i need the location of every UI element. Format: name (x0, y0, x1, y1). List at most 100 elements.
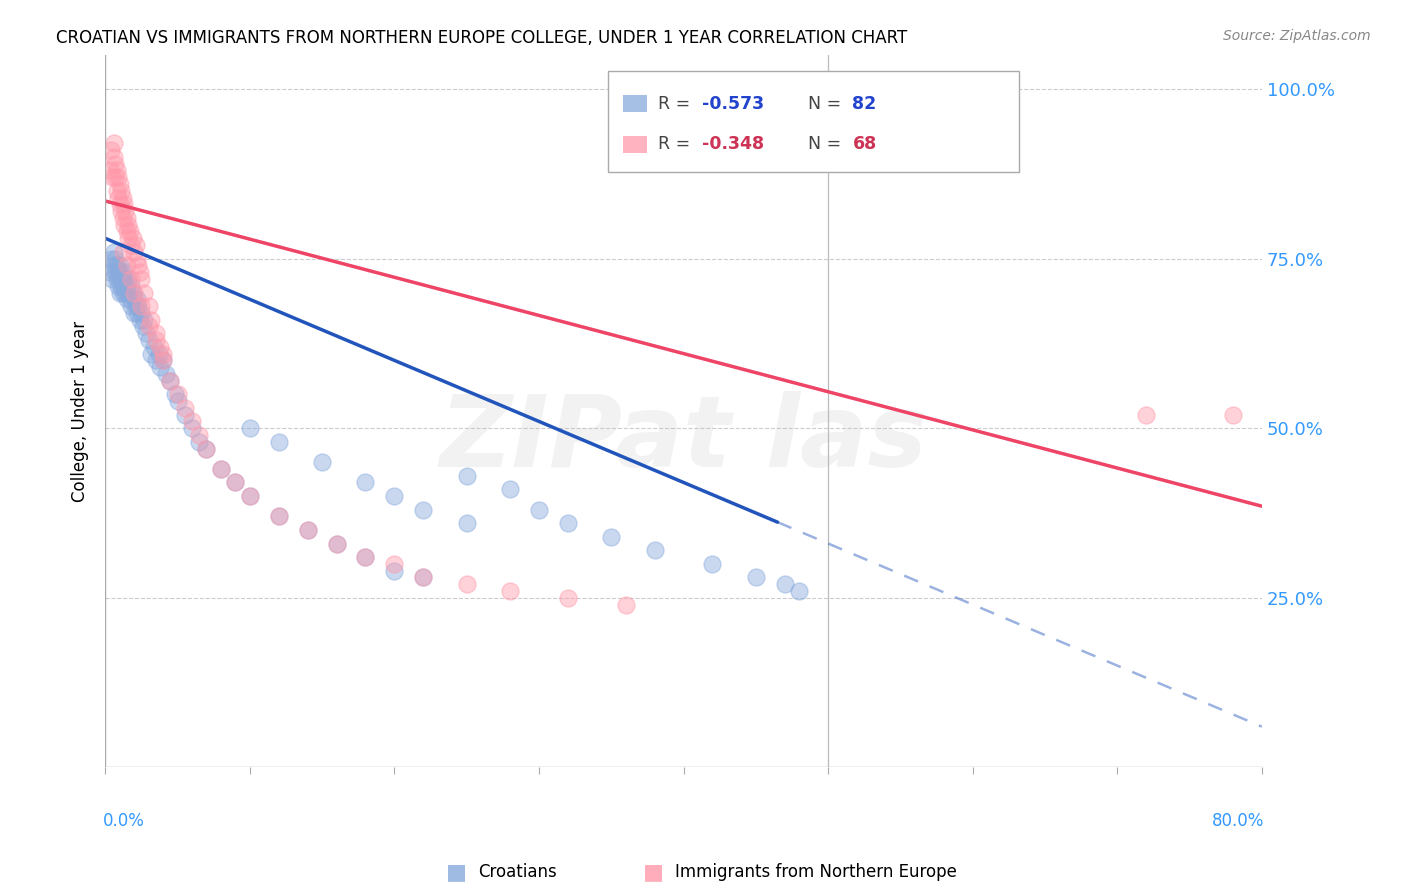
Point (107, 170, 129, 185)
Point (98, 265, 121, 279)
Point (149, 340, 172, 354)
Point (354, 550, 377, 565)
Text: Croatians: Croatians (478, 863, 557, 881)
Point (224, 475, 246, 490)
Point (267, 509, 290, 524)
Point (129, 312, 152, 326)
Point (181, 421, 204, 435)
Text: ■: ■ (644, 863, 664, 882)
Point (152, 346, 174, 360)
Point (124, 238, 146, 252)
Point (120, 238, 142, 252)
Point (384, 557, 406, 571)
Point (456, 468, 478, 483)
Point (105, 163, 128, 178)
Point (132, 319, 155, 334)
Point (181, 414, 204, 428)
Point (105, 272, 128, 286)
Point (103, 244, 125, 259)
Point (107, 278, 129, 293)
Point (103, 136, 125, 151)
Point (787, 584, 810, 599)
Point (152, 353, 174, 368)
Text: ZIPat las: ZIPat las (440, 392, 928, 488)
Point (600, 530, 623, 544)
Point (354, 475, 377, 490)
Point (104, 252, 127, 266)
Text: R =: R = (658, 136, 696, 153)
Point (125, 252, 148, 266)
Point (325, 536, 347, 550)
Point (145, 333, 167, 347)
Text: R =: R = (658, 95, 696, 112)
Point (112, 265, 135, 279)
Point (115, 293, 138, 307)
Point (115, 278, 138, 293)
Point (188, 428, 211, 442)
Point (325, 536, 347, 550)
Point (131, 306, 153, 320)
Point (112, 218, 135, 232)
Point (115, 211, 138, 225)
Point (108, 272, 131, 286)
Point (138, 319, 160, 334)
Point (152, 353, 174, 368)
Bar (623, 136, 647, 153)
Point (124, 299, 146, 313)
Point (131, 272, 153, 286)
Point (557, 591, 579, 605)
Point (105, 184, 128, 198)
Point (134, 312, 156, 326)
Point (173, 408, 195, 422)
Point (108, 197, 131, 211)
Point (745, 570, 768, 584)
Point (141, 346, 163, 360)
Point (166, 394, 188, 409)
Point (267, 434, 290, 449)
Point (129, 265, 152, 279)
Text: Source: ZipAtlas.com: Source: ZipAtlas.com (1223, 29, 1371, 43)
Text: N =: N = (808, 95, 848, 112)
Point (117, 272, 139, 286)
Point (110, 265, 132, 279)
Point (138, 333, 160, 347)
Point (134, 285, 156, 300)
Point (120, 278, 142, 293)
Point (105, 259, 128, 273)
Point (111, 191, 134, 205)
Bar (623, 95, 647, 112)
Text: 80.0%: 80.0% (1212, 812, 1264, 830)
Point (112, 197, 135, 211)
Point (108, 259, 131, 273)
Point (117, 218, 139, 232)
Point (125, 306, 148, 320)
Point (131, 299, 153, 313)
Point (412, 570, 434, 584)
Point (127, 259, 149, 273)
Point (114, 272, 136, 286)
Point (141, 312, 163, 326)
Point (98, 163, 121, 178)
Point (103, 150, 125, 164)
Point (101, 272, 124, 286)
Point (103, 259, 125, 273)
Point (125, 293, 148, 307)
Point (297, 523, 319, 537)
Point (195, 442, 218, 456)
Point (149, 360, 172, 375)
Point (239, 489, 262, 503)
Point (104, 170, 127, 185)
Point (135, 326, 157, 341)
Point (100, 143, 122, 157)
Text: 0.0%: 0.0% (103, 812, 145, 830)
Point (166, 387, 188, 401)
Point (122, 293, 145, 307)
Point (145, 353, 167, 368)
Point (163, 387, 186, 401)
Point (354, 550, 377, 565)
Point (195, 442, 218, 456)
Point (412, 502, 434, 516)
Point (120, 299, 142, 313)
Point (145, 326, 167, 341)
Point (456, 516, 478, 531)
